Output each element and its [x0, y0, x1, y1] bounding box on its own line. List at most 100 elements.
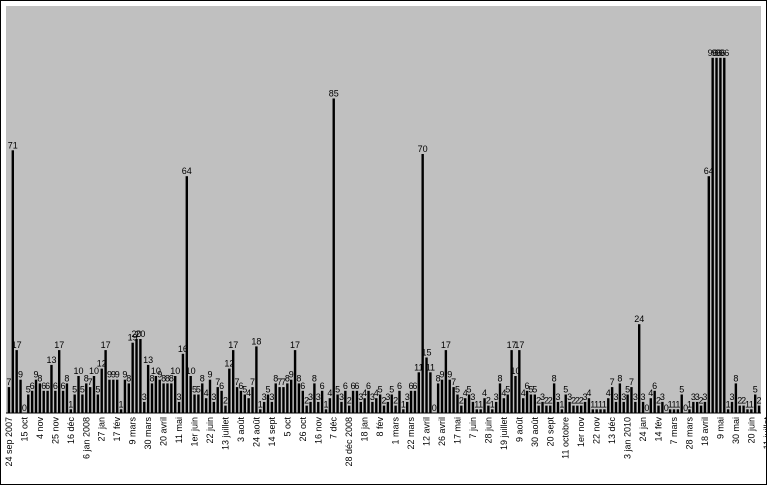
x-tick-label: 30 août: [530, 417, 540, 448]
bar: [638, 324, 641, 413]
bar: [224, 405, 227, 413]
bar: [406, 401, 409, 413]
bar-value-label: 5: [532, 385, 537, 395]
bar: [193, 394, 196, 413]
bar-value-label: 5: [679, 385, 684, 395]
bar: [88, 387, 92, 413]
bar-value-label: 2: [571, 396, 576, 406]
bar-value-label: 4: [327, 388, 332, 398]
x-tick-label: 30 mai: [731, 417, 741, 444]
bar: [15, 350, 18, 413]
x-tick-label: 16 nov: [313, 417, 323, 445]
bar: [440, 379, 444, 413]
bar-value-label: 6: [45, 381, 50, 391]
bar: [641, 401, 645, 413]
bar-value-label: 3: [555, 392, 560, 402]
bar: [475, 409, 478, 413]
bar: [266, 394, 270, 413]
bar: [699, 405, 703, 413]
x-tick-label: 20 avril: [159, 417, 169, 446]
bar: [38, 383, 42, 413]
bar: [421, 154, 424, 413]
bar: [7, 387, 11, 413]
bar-value-label: 7: [610, 377, 615, 387]
bar-value-label: 20: [132, 329, 142, 339]
bar: [73, 394, 76, 413]
bar-value-label: 1: [258, 399, 263, 409]
bar-value-label: 1: [726, 399, 731, 409]
bar-value-label: 70: [418, 144, 428, 154]
bar-value-label: 9: [18, 370, 23, 380]
bar: [143, 401, 146, 413]
x-tick-label: 7 mars: [669, 417, 679, 445]
bar: [549, 405, 552, 413]
bar-value-label: 3: [691, 392, 696, 402]
bar-value-label: 16: [178, 344, 188, 354]
bar-value-label: 7: [451, 377, 456, 387]
bar: [719, 57, 722, 414]
bar-value-label: 1: [594, 399, 599, 409]
bar-value-label: 0: [664, 403, 669, 413]
bar: [119, 409, 123, 413]
bar: [85, 383, 88, 413]
bar: [603, 409, 606, 413]
bar-value-label: 4: [648, 388, 653, 398]
bar: [359, 401, 362, 413]
bar: [452, 387, 455, 413]
bar-value-label: 8: [161, 373, 166, 383]
bar-value-label: 11: [414, 362, 423, 372]
bar: [46, 390, 49, 413]
bar: [522, 398, 525, 413]
bar: [11, 150, 14, 414]
bar: [734, 383, 738, 413]
bar-value-label: 3: [339, 392, 344, 402]
bar-value-label: 71: [8, 140, 18, 150]
x-tick-labels-group: 24 sep 2007 15 oct 4 nov 25 nov 16 déc 6 jan …: [4, 417, 767, 467]
bar: [494, 401, 498, 413]
bar-value-label: 6: [41, 381, 46, 391]
x-tick-label: 13 déc: [607, 417, 617, 445]
bar-value-label: 3: [385, 392, 390, 402]
x-tick-label: 24 jan: [638, 417, 648, 442]
bar: [146, 364, 150, 413]
bar: [413, 390, 417, 413]
bar-value-label: 2: [223, 396, 228, 406]
bar: [668, 409, 672, 413]
bar-value-label: 5: [389, 385, 394, 395]
x-tick-label: 27 jan: [97, 417, 107, 442]
bar: [174, 376, 177, 413]
bar-value-label: 13: [143, 355, 153, 365]
bar: [212, 401, 216, 413]
bar: [707, 176, 710, 413]
bar-value-label: 8: [84, 373, 89, 383]
bar: [580, 405, 583, 413]
bars-group: [7, 57, 761, 414]
bar-value-label: 3: [142, 392, 147, 402]
bar-value-label: 6: [354, 381, 359, 391]
x-tick-label: 9 août: [514, 417, 524, 443]
bar: [139, 339, 142, 413]
bar-value-label: 8: [733, 373, 738, 383]
bar-value-label: 1: [474, 399, 479, 409]
bar-value-label: 3: [370, 392, 375, 402]
bar-value-label: 10: [74, 366, 84, 376]
bar-value-label: 5: [455, 385, 460, 395]
bar: [92, 376, 96, 413]
bar: [746, 409, 749, 413]
bar: [96, 394, 100, 413]
bar: [552, 383, 556, 413]
bar: [77, 376, 80, 413]
x-tick-label: 13 juillet: [220, 417, 230, 451]
bar-value-label: 1: [687, 399, 692, 409]
bar: [123, 379, 127, 413]
bar: [498, 383, 502, 413]
bar: [243, 394, 246, 413]
x-tick-label: 28 mars: [684, 417, 694, 450]
bar-value-label: 2: [575, 396, 580, 406]
bar-value-label: 5: [192, 385, 197, 395]
bar-value-label: 9: [33, 370, 38, 380]
bar: [688, 409, 691, 413]
bar: [583, 401, 587, 413]
bar: [525, 390, 529, 413]
bar: [262, 401, 266, 413]
